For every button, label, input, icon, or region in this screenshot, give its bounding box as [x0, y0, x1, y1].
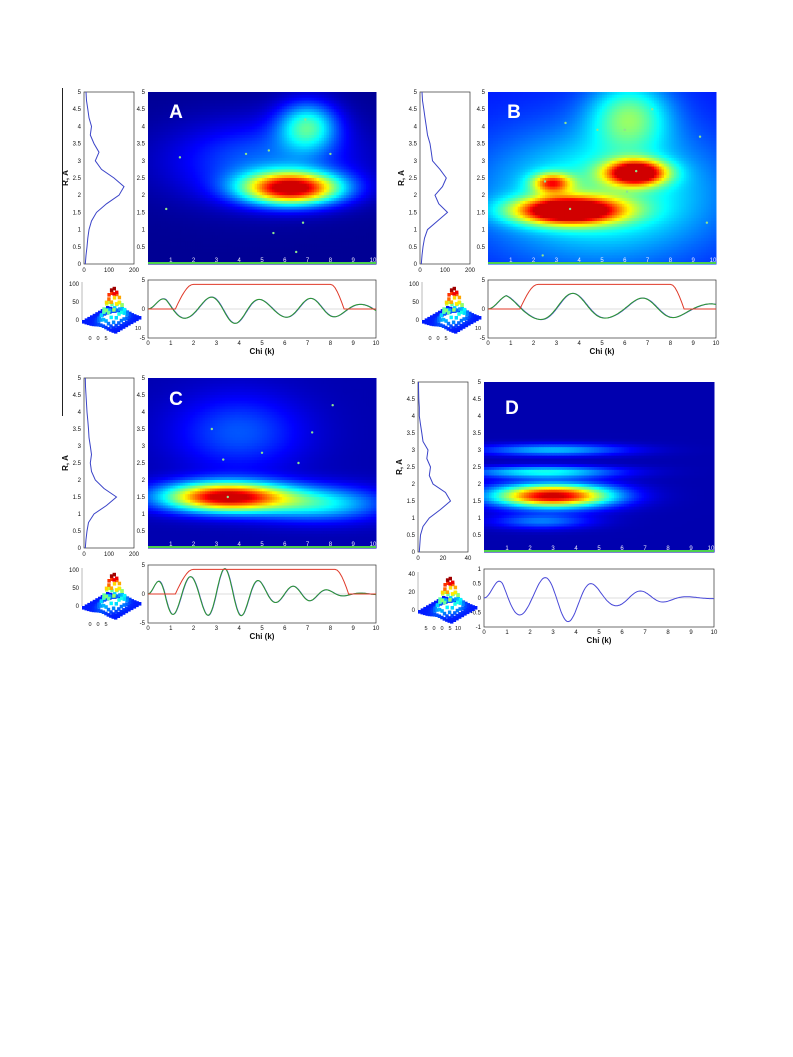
- heatmap-cell: [374, 149, 377, 152]
- heatmap-cell: [374, 201, 377, 204]
- heatmap-cell: [374, 132, 377, 135]
- heatmap-cell: [374, 175, 377, 178]
- heatmap-cell: [374, 98, 377, 101]
- heatmap-cell: [374, 221, 377, 224]
- heatmap-cell: [374, 178, 377, 181]
- heatmap-cell: [374, 204, 377, 207]
- heatmap-cell: [374, 135, 377, 138]
- heatmap-cell: [374, 192, 377, 195]
- heatmap-cell: [374, 124, 377, 127]
- heatmap-cell: [374, 158, 377, 161]
- heatmap-cell: [374, 187, 377, 190]
- heatmap-cell: [374, 244, 377, 247]
- heatmap-cell: [374, 101, 377, 104]
- heatmap-cell: [374, 167, 377, 170]
- heatmap-cell: [374, 118, 377, 121]
- heatmap-cell: [374, 169, 377, 172]
- heatmap-cell: [374, 109, 377, 112]
- heatmap-cell: [374, 92, 377, 95]
- heatmap-cell: [374, 141, 377, 144]
- panel-a: 0.511.522.533.544.551 2 3 4 5 6 7 8 9 10A0.511.52…: [61, 90, 380, 356]
- heatmap-cell: [374, 115, 377, 118]
- heatmap-cell: [374, 235, 377, 238]
- heatmap-cell: [374, 152, 377, 155]
- heatmap-cell: [374, 227, 377, 230]
- heatmap-cell: [374, 195, 377, 198]
- heatmap-cell: [374, 126, 377, 129]
- heatmap-cell: [374, 106, 377, 109]
- heatmap-cell: [374, 212, 377, 215]
- heatmap-cell: [374, 210, 377, 213]
- heatmap-cell: [374, 184, 377, 187]
- heatmap-cell: [374, 144, 377, 147]
- heatmap-cell: [374, 238, 377, 241]
- heatmap-cell: [374, 218, 377, 221]
- heatmap-cell: [374, 230, 377, 233]
- heatmap-cell: [374, 161, 377, 164]
